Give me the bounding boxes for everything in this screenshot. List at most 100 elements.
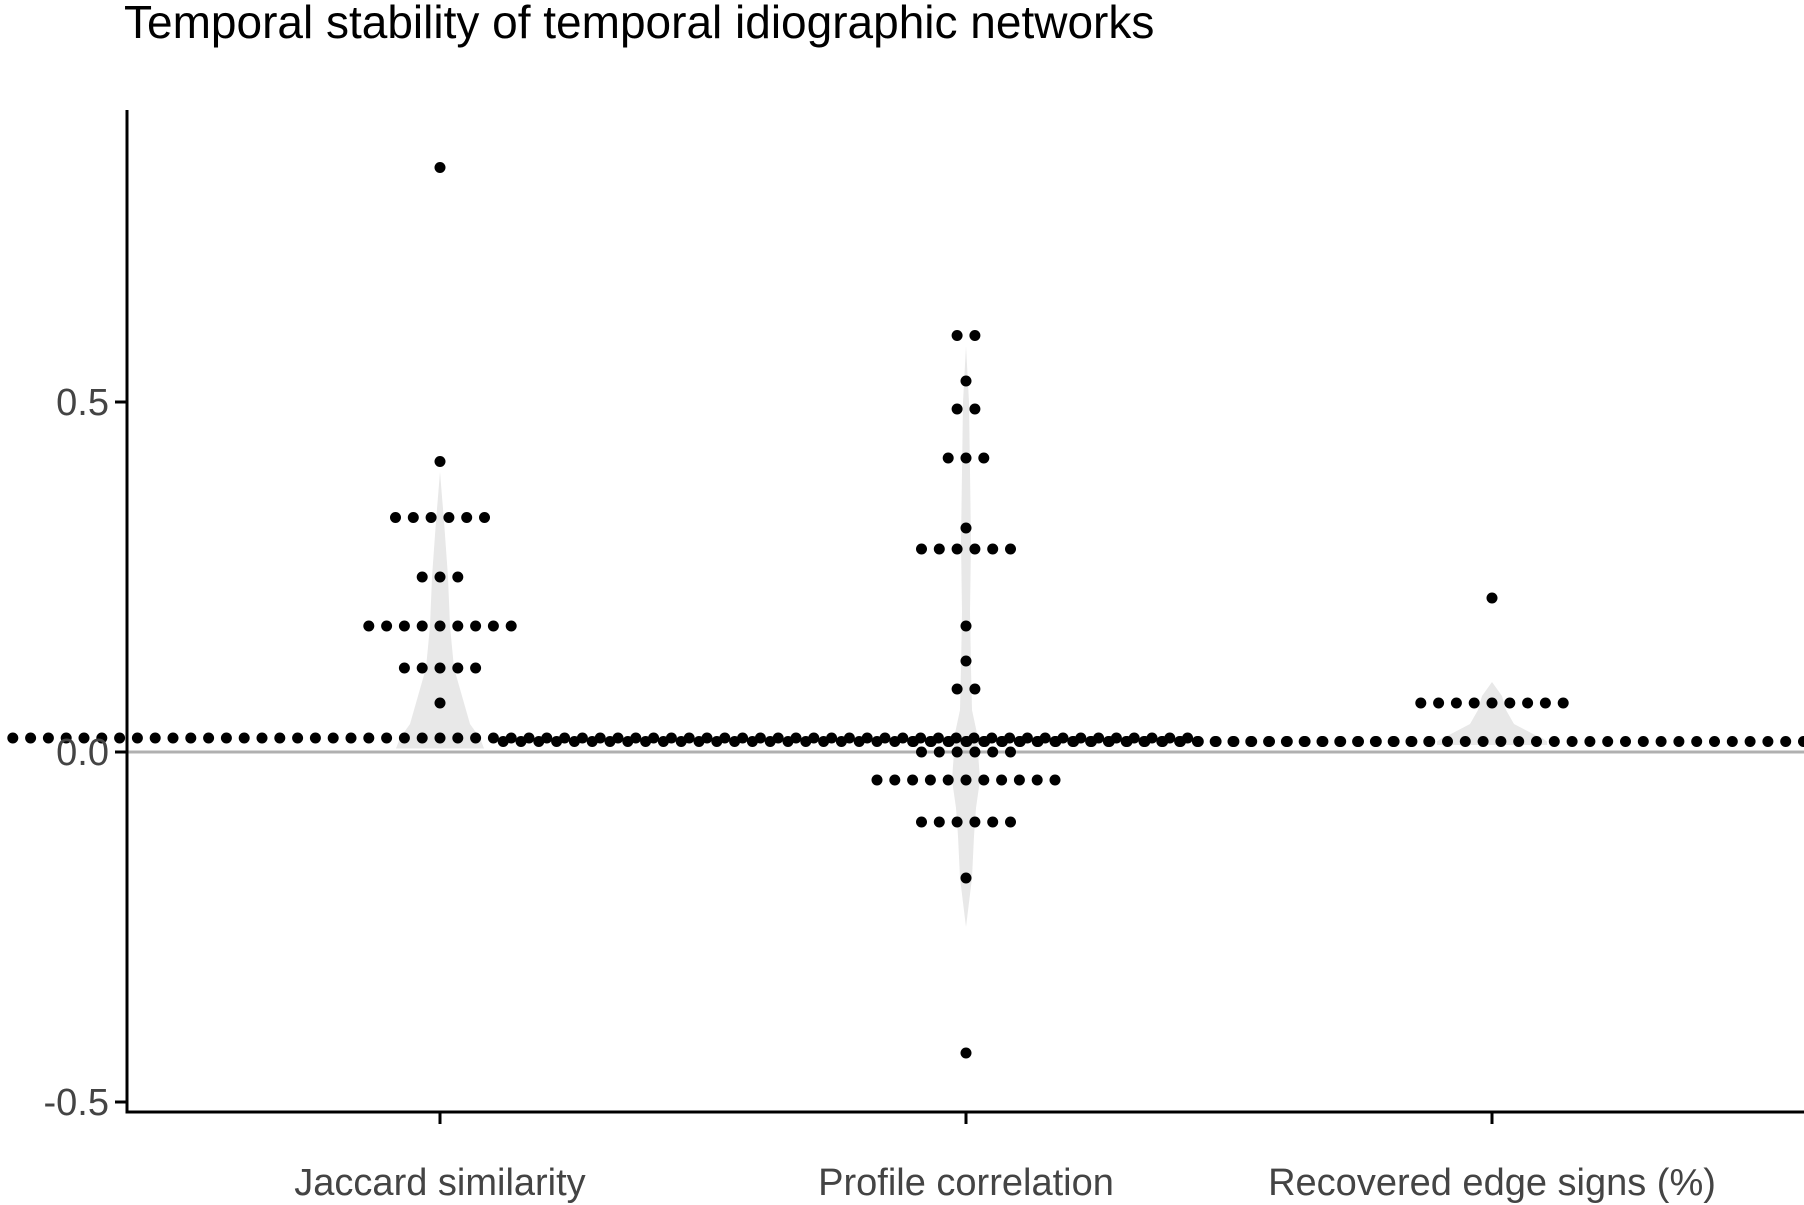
data-point — [78, 732, 90, 744]
data-point — [434, 162, 446, 173]
data-point — [960, 655, 972, 667]
data-point — [1005, 543, 1016, 555]
data-point — [916, 543, 927, 555]
data-point — [746, 736, 758, 747]
data-point — [203, 732, 215, 744]
data-point — [800, 736, 812, 747]
data-point — [908, 736, 919, 747]
data-point — [1557, 697, 1569, 709]
data-point — [1335, 736, 1347, 747]
data-point — [1433, 697, 1445, 709]
data-point — [1504, 697, 1516, 709]
data-point — [1459, 736, 1471, 747]
data-point — [960, 1047, 972, 1059]
data-point — [969, 816, 981, 828]
data-point — [434, 571, 446, 583]
data-point — [1086, 736, 1097, 747]
data-point — [470, 662, 482, 674]
data-point — [1468, 697, 1480, 709]
data-point — [960, 375, 972, 387]
data-point — [131, 732, 143, 744]
data-point — [505, 620, 517, 632]
data-point — [487, 620, 499, 632]
data-point — [533, 736, 545, 747]
violin-3 — [1437, 682, 1547, 745]
data-point — [1139, 736, 1151, 747]
data-point — [434, 732, 446, 744]
data-point — [871, 736, 883, 747]
y-tick-label: -0.5 — [44, 1082, 109, 1124]
dots — [7, 162, 1804, 1059]
data-point — [889, 736, 901, 747]
data-point — [1522, 697, 1534, 709]
data-point — [1157, 736, 1169, 747]
x-tick-label: Jaccard similarity — [294, 1162, 585, 1204]
data-point — [114, 732, 126, 744]
data-point — [434, 662, 446, 674]
data-point — [1486, 697, 1498, 709]
data-point — [1228, 736, 1240, 747]
data-point — [987, 746, 999, 758]
data-point — [1655, 736, 1667, 747]
data-point — [167, 732, 179, 744]
data-point — [42, 732, 54, 744]
data-point — [604, 736, 616, 747]
data-point — [452, 732, 464, 744]
data-point — [452, 620, 464, 632]
data-point — [1050, 736, 1062, 747]
data-point — [256, 732, 268, 744]
data-point — [969, 683, 981, 695]
data-point — [551, 736, 563, 747]
x-axis-ticks: Jaccard similarity Profile correlation Rec… — [294, 1112, 1716, 1204]
data-point — [96, 732, 108, 744]
data-point — [470, 732, 482, 744]
data-point — [390, 512, 401, 523]
data-point — [996, 774, 1008, 786]
data-point — [907, 774, 919, 786]
data-point — [515, 736, 527, 747]
data-point — [25, 732, 37, 744]
data-point — [274, 732, 286, 744]
violin-1 — [396, 472, 484, 749]
data-point — [1246, 736, 1258, 747]
data-point — [1513, 736, 1525, 747]
data-point — [1539, 697, 1551, 709]
data-point — [960, 620, 972, 632]
data-point — [978, 452, 990, 464]
data-point — [416, 662, 428, 674]
data-point — [363, 732, 375, 744]
data-point — [943, 736, 955, 747]
data-point — [1548, 736, 1560, 747]
data-point — [1370, 736, 1382, 747]
data-point — [640, 736, 652, 747]
data-point — [1691, 736, 1703, 747]
data-point — [1620, 736, 1631, 747]
data-point — [1299, 736, 1311, 747]
data-point — [1486, 592, 1498, 604]
data-point — [1450, 697, 1462, 709]
y-tick-label: 0.0 — [56, 732, 109, 774]
data-point — [381, 620, 393, 632]
data-point — [925, 736, 937, 747]
data-point — [7, 732, 19, 744]
data-point — [60, 732, 72, 744]
data-point — [1049, 774, 1061, 786]
data-point — [1477, 736, 1489, 747]
data-point — [711, 736, 723, 747]
data-point — [987, 543, 999, 555]
data-point — [969, 330, 981, 341]
data-point — [1709, 736, 1720, 747]
data-point — [434, 697, 446, 709]
data-point — [416, 620, 428, 632]
data-point — [1744, 736, 1756, 747]
x-tick-label: Profile correlation — [818, 1162, 1114, 1204]
data-point — [1014, 736, 1026, 747]
data-point — [933, 746, 945, 758]
data-point — [657, 736, 669, 747]
data-point — [1726, 736, 1738, 747]
data-point — [916, 746, 927, 758]
data-point — [835, 736, 847, 747]
data-point — [969, 543, 981, 555]
data-point — [782, 736, 794, 747]
